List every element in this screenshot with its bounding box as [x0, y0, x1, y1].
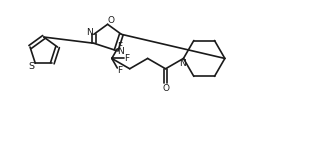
Text: N: N — [86, 28, 93, 37]
Text: S: S — [29, 62, 35, 71]
Text: F: F — [117, 42, 123, 51]
Text: O: O — [162, 84, 169, 93]
Text: N: N — [117, 47, 124, 56]
Text: F: F — [117, 66, 123, 75]
Text: F: F — [124, 54, 130, 63]
Text: N: N — [179, 60, 186, 68]
Text: O: O — [108, 16, 114, 25]
